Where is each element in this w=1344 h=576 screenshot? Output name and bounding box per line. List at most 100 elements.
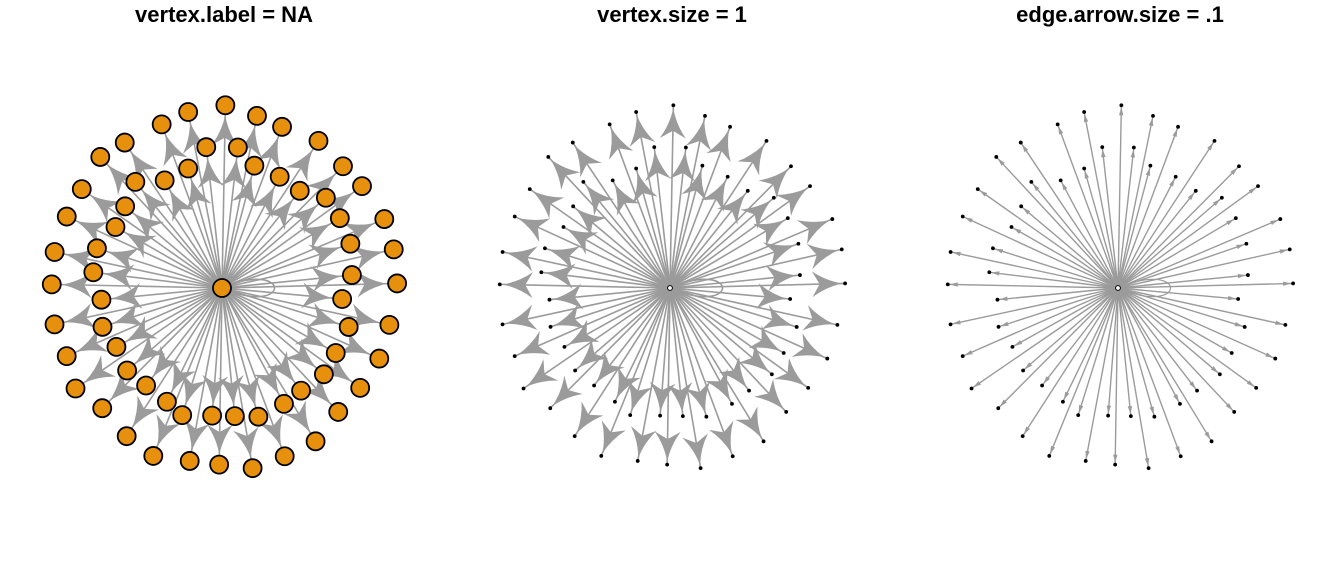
edge-arrowhead bbox=[630, 426, 657, 459]
panel-title: vertex.label = NA bbox=[135, 2, 313, 27]
vertex-dot bbox=[1176, 124, 1180, 129]
vertex-dot bbox=[1128, 414, 1133, 419]
edge-line bbox=[1117, 105, 1123, 289]
vertex bbox=[114, 132, 135, 153]
edge-line bbox=[997, 287, 1119, 409]
edge-arrowhead bbox=[125, 316, 158, 343]
edge-arrowhead bbox=[255, 136, 281, 169]
vertex bbox=[41, 274, 62, 295]
edge-line bbox=[1062, 287, 1119, 403]
edge-arrowhead bbox=[285, 149, 314, 182]
edge-arrowhead bbox=[973, 381, 982, 388]
edge-arrowhead bbox=[708, 420, 734, 454]
edge-arrowhead bbox=[1230, 167, 1238, 175]
edge-arrowhead bbox=[197, 157, 224, 189]
vertex bbox=[328, 402, 349, 422]
edge-arrowhead bbox=[1187, 192, 1195, 201]
edge-arrowhead bbox=[156, 413, 181, 447]
edge-arrowhead bbox=[171, 360, 197, 393]
vertex-dot bbox=[539, 270, 544, 275]
vertex-dot bbox=[747, 388, 751, 393]
edge-line bbox=[669, 218, 833, 289]
edge-line bbox=[995, 156, 1119, 289]
edge-arrowhead bbox=[132, 395, 160, 428]
vertex-dot bbox=[1236, 297, 1241, 301]
vertex-dot bbox=[1237, 164, 1241, 169]
edge-line bbox=[1083, 168, 1119, 289]
edge-arrowhead bbox=[949, 282, 958, 287]
edge-arrowhead bbox=[754, 378, 785, 410]
vertex-dot bbox=[960, 214, 965, 219]
edge-line bbox=[1101, 147, 1119, 289]
edge-arrowhead bbox=[645, 150, 671, 182]
edge-line bbox=[1117, 274, 1248, 289]
edge-line bbox=[1117, 190, 1197, 289]
hub-vertex bbox=[1115, 285, 1121, 291]
vertex-dot bbox=[969, 386, 974, 391]
edge-line bbox=[1083, 111, 1119, 289]
edge-line bbox=[573, 287, 671, 437]
edge-line bbox=[1117, 287, 1181, 405]
edge-line bbox=[669, 287, 809, 389]
edge-arrowhead bbox=[1024, 362, 1033, 370]
edge-arrowhead bbox=[298, 223, 332, 250]
edge-arrowhead bbox=[553, 304, 586, 329]
edge-arrowhead bbox=[1234, 321, 1243, 327]
vertex bbox=[44, 314, 65, 335]
vertex-dot bbox=[634, 110, 639, 114]
edge-arrowhead bbox=[1225, 403, 1233, 411]
vertex bbox=[379, 314, 400, 335]
vertex-dot bbox=[996, 324, 1001, 329]
vertex-dot bbox=[830, 217, 835, 221]
edge-arrowhead bbox=[266, 351, 295, 383]
vertex-dot bbox=[548, 406, 553, 411]
vertex-dot bbox=[1244, 241, 1249, 246]
edge-arrowhead bbox=[1173, 394, 1180, 403]
edge-arrowhead bbox=[502, 272, 534, 299]
edge-line bbox=[1117, 140, 1216, 289]
edge-line bbox=[971, 287, 1119, 390]
edge-line bbox=[1107, 287, 1119, 416]
edge-arrowhead bbox=[796, 220, 830, 244]
vertex-dot bbox=[1287, 247, 1292, 252]
edge-arrowhead bbox=[718, 356, 748, 389]
vertex-dot bbox=[1058, 178, 1063, 183]
edge-arrowhead bbox=[308, 244, 341, 270]
vertex-dot bbox=[704, 414, 709, 419]
vertex-dot bbox=[592, 383, 596, 388]
edge-line bbox=[1020, 205, 1119, 289]
vertex-dot bbox=[581, 179, 586, 184]
vertex bbox=[332, 289, 353, 309]
edge-line bbox=[669, 115, 706, 289]
edge-line bbox=[669, 165, 792, 289]
vertex-dot bbox=[728, 124, 732, 129]
edge-arrowhead bbox=[1022, 207, 1031, 215]
edge-arrowhead bbox=[152, 345, 181, 378]
edge-line bbox=[669, 287, 828, 360]
edge-line bbox=[950, 287, 1119, 326]
edge-arrowhead bbox=[1172, 128, 1178, 137]
edge-line bbox=[669, 126, 731, 289]
edge-arrowhead bbox=[206, 424, 233, 455]
vertex bbox=[117, 360, 138, 381]
edge-line bbox=[669, 287, 838, 326]
vertex bbox=[387, 273, 408, 294]
edge-arrowhead bbox=[306, 302, 340, 328]
edge-arrowhead bbox=[106, 248, 139, 273]
vertex bbox=[342, 265, 362, 285]
edge-line bbox=[1020, 142, 1119, 289]
edge-arrowhead bbox=[284, 338, 317, 368]
vertex-dot bbox=[1152, 414, 1157, 419]
vertex-dot bbox=[1273, 356, 1278, 361]
vertex-dot bbox=[1082, 110, 1087, 114]
edges bbox=[51, 105, 398, 469]
edge-arrowhead bbox=[765, 265, 797, 292]
vertex bbox=[116, 426, 137, 447]
edge-arrowhead bbox=[1013, 227, 1022, 234]
vertex bbox=[196, 137, 217, 158]
edge-arrowhead bbox=[1148, 117, 1154, 127]
edge-arrowhead bbox=[211, 115, 238, 146]
edge-arrowhead bbox=[1063, 391, 1070, 400]
edge-line bbox=[669, 248, 842, 289]
edge-arrowhead bbox=[264, 198, 294, 231]
